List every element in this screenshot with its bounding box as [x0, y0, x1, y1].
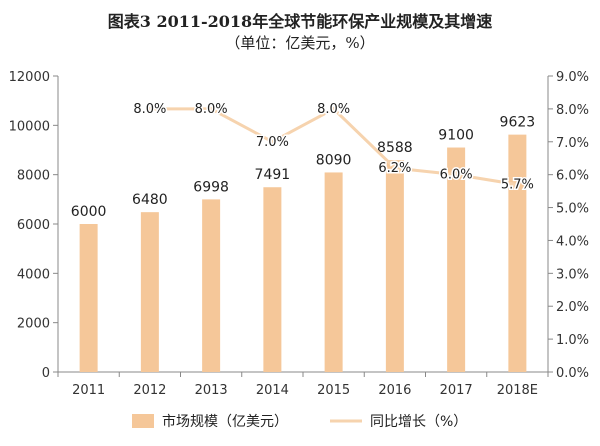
y-right-tick-label: 9.0%: [556, 70, 589, 85]
growth-value-label: 8.0%: [133, 102, 166, 117]
growth-point: [331, 106, 336, 111]
y-left-tick-label: 10000: [9, 119, 50, 134]
bar: [447, 147, 466, 372]
growth-value-label: 6.2%: [378, 161, 411, 176]
bar: [202, 199, 221, 372]
bar-value-label: 6000: [71, 204, 107, 220]
bar: [263, 187, 282, 372]
growth-point: [270, 139, 275, 144]
y-right-tick-label: 2.0%: [556, 300, 589, 315]
x-tick-label: 2012: [133, 383, 166, 398]
x-tick-label: 2015: [317, 383, 350, 398]
bar-value-label: 8588: [377, 140, 413, 156]
growth-value-label: 8.0%: [317, 102, 350, 117]
bar: [79, 224, 98, 372]
growth-value-label: 6.0%: [440, 168, 473, 183]
bar-value-label: 9623: [500, 115, 536, 131]
y-right-tick-label: 5.0%: [556, 202, 589, 217]
y-left-tick-label: 12000: [9, 70, 50, 85]
legend-line-label: 同比增长（%）: [370, 414, 467, 430]
y-right-tick-label: 1.0%: [556, 333, 589, 348]
growth-value-label: 7.0%: [256, 135, 289, 150]
x-tick-label: 2011: [72, 383, 105, 398]
x-tick-label: 2018E: [497, 383, 538, 398]
bar: [140, 212, 159, 372]
bar-value-label: 7491: [255, 167, 291, 183]
y-right-tick-label: 3.0%: [556, 267, 589, 282]
growth-point: [515, 182, 520, 187]
plot-area: 0 2000 4000 6000 8000 10000 12000 0.0% 1.0% 2.0% 3…: [9, 70, 589, 430]
bar-value-label: 9100: [438, 128, 474, 144]
growth-value-label: 5.7%: [501, 178, 534, 193]
x-tick-label: 2013: [195, 383, 228, 398]
bar: [385, 160, 404, 372]
bar-value-label: 6998: [193, 179, 229, 195]
growth-point: [454, 172, 459, 177]
y-left-tick-label: 0: [42, 366, 50, 381]
bar-value-label: 6480: [132, 192, 168, 208]
x-tick-label: 2017: [440, 383, 473, 398]
y-right-tick-label: 0.0%: [556, 366, 589, 381]
bar-value-label: 8090: [316, 152, 352, 168]
y-left-tick-label: 2000: [17, 317, 50, 332]
bar: [324, 172, 343, 372]
chart-title: 图表3 2011-2018年全球节能环保产业规模及其增速: [107, 12, 493, 31]
y-right-tick-label: 7.0%: [556, 136, 589, 151]
chart-subtitle: （单位：亿美元，%）: [225, 34, 375, 52]
x-tick-label: 2014: [256, 383, 289, 398]
y-right-tick-label: 8.0%: [556, 103, 589, 118]
bar: [508, 134, 527, 372]
legend-bar-label: 市场规模（亿美元）: [162, 413, 288, 430]
y-right-tick-label: 6.0%: [556, 169, 589, 184]
legend-bar-swatch: [132, 414, 154, 428]
growth-point: [209, 106, 214, 111]
y-left-tick-label: 4000: [17, 267, 50, 282]
x-tick-label: 2016: [378, 383, 411, 398]
growth-point: [147, 106, 152, 111]
growth-value-label: 8.0%: [195, 102, 228, 117]
growth-point: [392, 166, 397, 171]
y-left-tick-label: 6000: [17, 218, 50, 233]
y-right-tick-label: 4.0%: [556, 234, 589, 249]
y-left-tick-label: 8000: [17, 169, 50, 184]
